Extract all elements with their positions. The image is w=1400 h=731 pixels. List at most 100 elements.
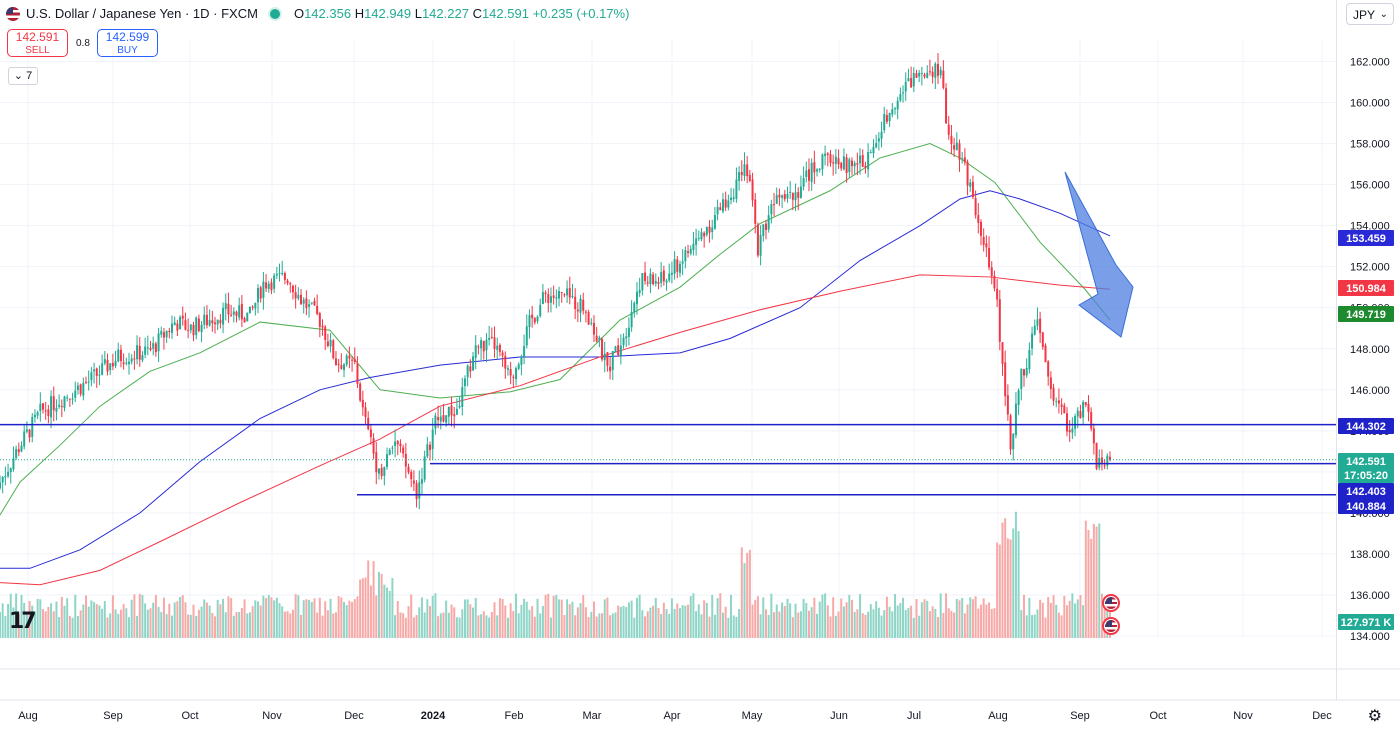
volume-bar	[939, 593, 942, 638]
candle-body	[399, 443, 402, 447]
volume-bar	[1006, 538, 1009, 638]
candle-body	[829, 154, 832, 163]
candle-body	[961, 158, 964, 160]
symbol-title[interactable]: U.S. Dollar / Japanese Yen · 1D · FXCM	[26, 6, 258, 21]
tradingview-logo[interactable]: 17	[9, 609, 37, 634]
candle-body	[885, 115, 888, 122]
candle-body	[985, 243, 988, 248]
volume-bar	[560, 599, 563, 638]
volume-bar	[713, 614, 716, 638]
volume-bar	[746, 552, 749, 638]
candle-body	[614, 346, 617, 353]
volume-bar	[926, 600, 929, 638]
volume-bar	[111, 595, 114, 638]
candle-body	[571, 296, 574, 298]
candle-body	[907, 78, 910, 82]
candle-body	[1109, 456, 1111, 460]
volume-bar	[437, 616, 440, 638]
candle-body	[617, 345, 620, 356]
volume-bar	[816, 613, 819, 638]
candle-body	[418, 482, 421, 499]
volume-bar	[802, 598, 805, 638]
trend-arrow[interactable]	[1064, 171, 1134, 338]
time-tick-label: Aug	[988, 710, 1008, 722]
candle-body	[700, 232, 703, 240]
volume-bar	[345, 605, 348, 638]
candle-body	[746, 164, 749, 177]
candle-body	[832, 162, 835, 164]
price-tag-label: 142.403	[1346, 486, 1386, 498]
candle-body	[348, 355, 351, 359]
candle-body	[130, 358, 133, 362]
volume-bar	[396, 601, 399, 638]
volume-bar	[867, 611, 870, 638]
time-tick-label: May	[742, 710, 763, 722]
volume-bar	[969, 597, 972, 638]
candle-body	[0, 482, 1, 489]
gear-icon[interactable]: ⚙	[1367, 708, 1382, 725]
candle-body	[222, 307, 225, 325]
candle-body	[859, 155, 862, 164]
candle-body	[447, 407, 450, 417]
candle-body	[367, 417, 370, 430]
candle-body	[275, 273, 278, 276]
buy-button[interactable]: 142.599 BUY	[97, 29, 158, 57]
price-axis[interactable]: 162.000 160.000 158.000 156.000 154.000 152.0…	[1338, 57, 1394, 644]
indicators-toggle-button[interactable]: ⌄ 7	[8, 67, 38, 85]
candle-body	[391, 447, 394, 449]
candle-body	[1039, 318, 1042, 334]
candle-body	[724, 199, 727, 208]
volume-bar	[859, 594, 862, 638]
volume-bar	[794, 603, 797, 638]
currency-select[interactable]: JPY ⌄	[1346, 3, 1394, 25]
candle-body	[754, 199, 757, 224]
volume-bar	[950, 610, 953, 638]
volume-bar	[498, 598, 501, 638]
volume-bar	[36, 598, 39, 638]
volume-bar	[106, 617, 109, 638]
market-open-icon	[269, 8, 280, 19]
volume-bar	[189, 614, 192, 638]
volume-bar	[162, 597, 165, 638]
candle-body	[512, 376, 515, 378]
time-axis[interactable]: Aug Sep Oct Nov Dec 2024 Feb Mar Apr May Jun Jul Aug…	[18, 710, 1332, 722]
candle-body	[915, 73, 918, 78]
candle-body	[466, 365, 469, 378]
volume-bar	[912, 617, 915, 638]
candle-body	[1076, 410, 1079, 417]
sell-button[interactable]: 142.591 SELL	[7, 29, 68, 57]
volume-bar	[329, 598, 332, 638]
candle-body	[692, 243, 695, 250]
candle-body	[179, 317, 182, 330]
candle-body	[606, 352, 609, 366]
volume-bar	[961, 598, 964, 638]
volume-bar	[15, 593, 18, 638]
volume-bar	[668, 613, 671, 638]
candle-body	[931, 71, 934, 77]
volume-bar	[515, 593, 518, 638]
volume-bar	[724, 606, 727, 638]
volume-bar	[805, 603, 808, 638]
volume-bar	[711, 594, 714, 638]
volume-bar	[1036, 609, 1039, 638]
candle-body	[326, 341, 329, 347]
candle-body	[472, 356, 475, 371]
down-arrow-shape[interactable]	[1064, 171, 1134, 338]
candle-body	[25, 429, 28, 432]
volume-bar	[770, 593, 773, 638]
volume-bar	[243, 599, 246, 638]
candle-body	[187, 330, 190, 332]
time-tick-label: Oct	[181, 710, 198, 722]
volume-bar	[372, 561, 375, 638]
candle-body	[361, 399, 364, 408]
price-tick-label: 162.000	[1350, 57, 1390, 69]
candle-body	[641, 273, 644, 291]
event-flag-icon[interactable]	[1102, 617, 1120, 635]
volume-bar	[552, 595, 555, 638]
candle-body	[966, 161, 969, 186]
event-flag-icon[interactable]	[1102, 594, 1120, 612]
volume-bar	[318, 597, 321, 638]
horizontal-levels[interactable]	[0, 423, 1336, 496]
candle-body	[590, 322, 593, 324]
